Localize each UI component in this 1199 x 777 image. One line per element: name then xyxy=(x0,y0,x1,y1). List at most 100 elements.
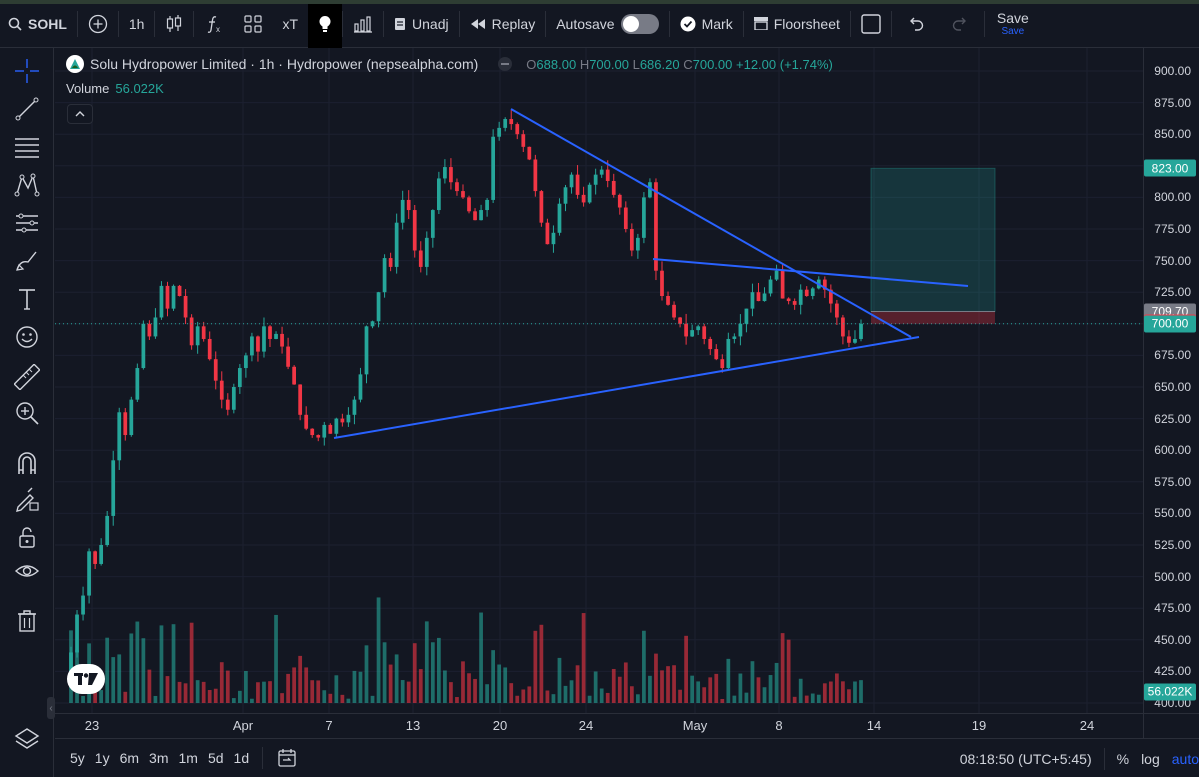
magnet-tool[interactable] xyxy=(12,448,42,478)
clock-timezone[interactable]: 08:18:50 (UTC+5:45) xyxy=(959,750,1092,767)
lock-tool[interactable] xyxy=(12,522,42,552)
range-5d[interactable]: 5d xyxy=(207,750,224,766)
fib-tool[interactable] xyxy=(12,132,42,162)
volume-bar xyxy=(762,687,767,703)
candle-body xyxy=(75,614,79,653)
autosave-toggle[interactable]: Autosave xyxy=(546,0,668,48)
chart-type-button[interactable] xyxy=(155,0,193,48)
candle-body xyxy=(780,270,785,299)
percent-toggle[interactable]: % xyxy=(1116,750,1130,767)
emoji-tool[interactable] xyxy=(12,322,42,352)
price-axis[interactable]: 900.00875.00850.00825.00800.00775.00750.… xyxy=(1143,48,1199,713)
volume-bar xyxy=(714,673,719,703)
mark-label: Mark xyxy=(701,15,733,32)
price-tick-label: 425.00 xyxy=(1154,664,1191,679)
price-tick-label: 675.00 xyxy=(1154,348,1191,363)
volume-bar xyxy=(563,685,568,703)
text-tool[interactable] xyxy=(12,284,42,314)
grid-icon xyxy=(244,14,263,33)
replay-button[interactable]: Replay xyxy=(460,0,546,48)
bottom-toolbar: 5y 1y 6m 3m 1m 5d 1d 08:18:50 (UTC+5:45)… xyxy=(55,738,1199,777)
auto-scale-toggle[interactable]: auto xyxy=(1171,750,1199,767)
candle-body xyxy=(304,414,309,429)
compare-button[interactable] xyxy=(78,0,118,48)
interval-button[interactable]: 1h xyxy=(119,0,155,48)
undo-icon xyxy=(909,17,924,31)
volume-bar xyxy=(231,698,236,703)
candle-body xyxy=(617,194,622,208)
candle-body xyxy=(545,222,550,245)
candle-body xyxy=(593,174,598,185)
price-chart[interactable] xyxy=(55,48,1143,713)
price-tick-label: 650.00 xyxy=(1154,380,1191,394)
volume-bar xyxy=(617,676,622,703)
range-5y[interactable]: 5y xyxy=(70,750,85,766)
price-tick-label: 575.00 xyxy=(1154,474,1191,489)
range-1y[interactable]: 1y xyxy=(94,750,110,766)
layout-button[interactable] xyxy=(343,0,383,48)
candle-body xyxy=(847,336,851,343)
time-axis[interactable]: 23 Apr 7 13 20 24 May 8 14 19 24 xyxy=(55,713,1143,738)
candle-body xyxy=(557,203,562,233)
volume-bar xyxy=(280,693,284,703)
trend-line-tool[interactable] xyxy=(12,94,42,124)
price-tick-label: 600.00 xyxy=(1154,443,1191,458)
volume-bar xyxy=(786,639,791,703)
legend-collapse-icon[interactable] xyxy=(498,57,513,71)
volume-bar xyxy=(804,695,809,703)
fullscreen-button[interactable] xyxy=(851,0,891,48)
redo-button[interactable] xyxy=(938,0,984,48)
symbol-search-button[interactable]: SOHL xyxy=(0,0,77,48)
position-profit-zone xyxy=(870,167,996,313)
save-button[interactable]: Save Save xyxy=(985,11,1041,37)
tradingview-logo[interactable] xyxy=(67,664,105,694)
hide-tool[interactable] xyxy=(12,556,42,586)
volume-bar xyxy=(219,662,224,703)
legend-toggle-button[interactable] xyxy=(67,104,93,124)
indicators-button[interactable]: x xyxy=(194,0,234,48)
volume-bar xyxy=(334,675,339,703)
floorsheet-button[interactable]: Floorsheet xyxy=(744,0,850,48)
object-tree-tool[interactable] xyxy=(12,724,42,754)
candle-body xyxy=(563,187,568,204)
autosave-switch[interactable] xyxy=(620,13,659,34)
extras-button[interactable]: xT xyxy=(272,0,308,48)
measure-tool[interactable] xyxy=(12,362,42,392)
undo-button[interactable] xyxy=(892,0,938,48)
remove-drawings-tool[interactable] xyxy=(12,606,42,636)
log-toggle[interactable]: log xyxy=(1141,750,1160,767)
go-to-date-button[interactable] xyxy=(271,748,303,768)
toolbar-divider xyxy=(383,10,385,37)
volume-bar xyxy=(316,680,321,703)
ideas-button[interactable] xyxy=(308,0,343,48)
range-3m[interactable]: 3m xyxy=(149,750,169,766)
unadj-button[interactable]: Unadj xyxy=(384,0,459,48)
projection-tool[interactable] xyxy=(12,208,42,238)
pattern-tool[interactable] xyxy=(12,170,42,200)
range-1d[interactable]: 1d xyxy=(233,750,250,766)
chart-title: Solu Hydropower Limited · 1h · Hydropowe… xyxy=(90,56,479,72)
candle-body xyxy=(792,301,797,305)
stay-drawing-tool[interactable] xyxy=(12,484,42,514)
range-6m[interactable]: 6m xyxy=(119,750,140,766)
templates-button[interactable] xyxy=(234,0,272,48)
crosshair-tool[interactable] xyxy=(12,56,42,86)
volume-bar xyxy=(274,614,278,703)
sidebar-collapse-handle[interactable]: ‹ xyxy=(47,697,55,719)
volume-bar xyxy=(153,695,158,703)
autosave-label: Autosave xyxy=(556,15,615,32)
volume-bar xyxy=(443,670,447,703)
chevron-up-icon xyxy=(75,111,85,117)
svg-text:x: x xyxy=(216,25,220,34)
candle-body xyxy=(322,424,327,438)
symbol-logo-icon xyxy=(66,55,84,73)
volume-bar xyxy=(732,695,737,703)
replay-label: Replay xyxy=(491,15,536,32)
mark-button[interactable]: Mark xyxy=(670,0,743,48)
candle-body xyxy=(714,349,719,360)
volume-bar xyxy=(292,667,296,703)
brush-tool[interactable] xyxy=(12,246,42,276)
range-1m[interactable]: 1m xyxy=(178,750,198,766)
chart-pane[interactable] xyxy=(55,48,1143,713)
zoom-tool[interactable] xyxy=(12,398,42,428)
